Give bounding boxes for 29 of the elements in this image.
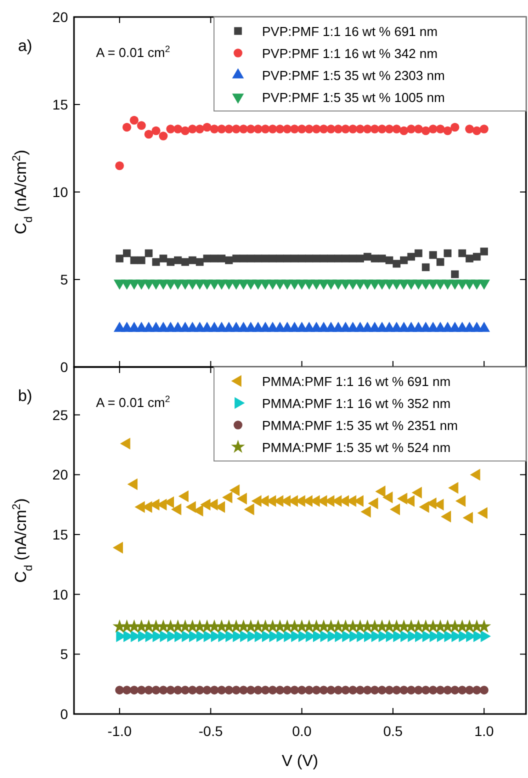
legend-label: PMMA:PMF 1:1 16 wt % 691 nm bbox=[262, 374, 451, 389]
y-tick-label: 10 bbox=[52, 184, 68, 200]
y-tick-label: 0 bbox=[60, 706, 68, 722]
y-tick-label: 25 bbox=[52, 406, 68, 423]
y-tick-label: 20 bbox=[52, 9, 68, 25]
y-tick-label: 5 bbox=[60, 646, 68, 662]
annotation: A = 0.01 cm$^{2}$ bbox=[96, 44, 170, 60]
legend-label: PMMA:PMF 1:1 16 wt % 352 nm bbox=[262, 396, 451, 411]
y-tick-label: 20 bbox=[52, 466, 68, 483]
y-tick-label: 15 bbox=[52, 526, 68, 543]
annotation: A = 0.01 cm$^{2}$ bbox=[96, 394, 170, 410]
x-axis-title: V (V) bbox=[282, 753, 318, 770]
y-tick-label: 5 bbox=[60, 272, 68, 288]
x-tick-label: 0.5 bbox=[383, 723, 403, 739]
legend-label: PMMA:PMF 1:5 35 wt % 2351 nm bbox=[262, 418, 458, 433]
y-tick-label: 15 bbox=[52, 96, 68, 112]
y-tick-label: 10 bbox=[52, 586, 68, 602]
text: b) bbox=[18, 388, 32, 405]
legend-label: PMMA:PMF 1:5 35 wt % 524 nm bbox=[262, 440, 451, 455]
x-tick-label: 1.0 bbox=[474, 723, 494, 739]
x-tick-label: -0.5 bbox=[198, 723, 223, 739]
x-tick-label: -1.0 bbox=[108, 723, 132, 739]
text: a) bbox=[18, 38, 32, 55]
legend-label: PVP:PMF 1:1 16 wt % 691 nm bbox=[262, 24, 438, 39]
legend-label: PVP:PMF 1:5 35 wt % 2303 nm bbox=[262, 68, 445, 83]
legend-label: PVP:PMF 1:5 35 wt % 1005 nm bbox=[262, 90, 445, 105]
x-tick-label: 0.0 bbox=[292, 723, 312, 739]
y-tick-label: 0 bbox=[60, 359, 68, 375]
legend-label: PVP:PMF 1:1 16 wt % 342 nm bbox=[262, 46, 438, 61]
